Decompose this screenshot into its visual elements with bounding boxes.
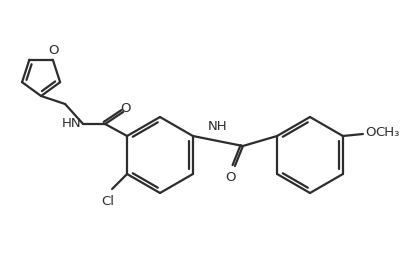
Text: O: O — [225, 171, 236, 184]
Text: Cl: Cl — [102, 195, 114, 208]
Text: NH: NH — [208, 120, 228, 133]
Text: O: O — [120, 101, 130, 114]
Text: O: O — [49, 44, 59, 57]
Text: O: O — [365, 126, 375, 139]
Text: HN: HN — [62, 116, 81, 129]
Text: CH₃: CH₃ — [375, 126, 399, 139]
